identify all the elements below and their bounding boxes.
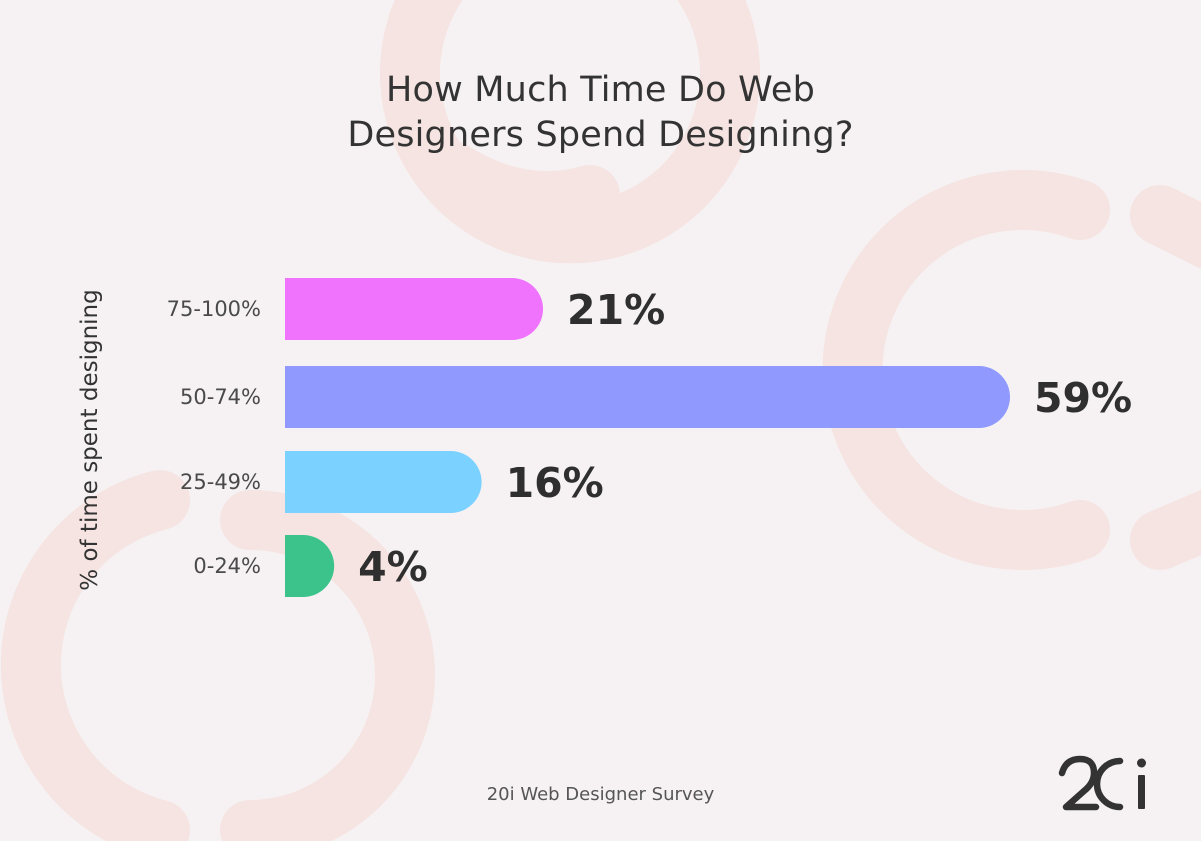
decor-arc-left [0, 470, 190, 841]
category-label: 75-100% [167, 297, 261, 321]
chart-title-line-2: Designers Spend Designing? [347, 115, 854, 155]
chart-title-line-1: How Much Time Do Web [386, 70, 815, 110]
decor-arc-right-edge-low [1130, 489, 1201, 570]
bar-0-24% [285, 535, 335, 597]
value-label: 59% [1034, 374, 1132, 422]
bar-75-100% [285, 278, 544, 340]
decor-arc-left-inner [220, 490, 435, 841]
value-label: 16% [506, 459, 604, 507]
value-label: 4% [358, 543, 428, 591]
brand-logo [1058, 755, 1146, 811]
bar-25-49% [285, 451, 482, 513]
value-label: 21% [567, 286, 665, 334]
source-caption: 20i Web Designer Survey [486, 784, 715, 805]
bar-50-74% [285, 366, 1010, 428]
decor-arc-right-edge [1130, 185, 1201, 270]
category-label: 0-24% [193, 554, 261, 578]
category-label: 50-74% [180, 385, 261, 409]
decor-arc-top [380, 0, 760, 264]
category-label: 25-49% [180, 470, 261, 494]
decor-arc-top-inner [420, 140, 620, 232]
